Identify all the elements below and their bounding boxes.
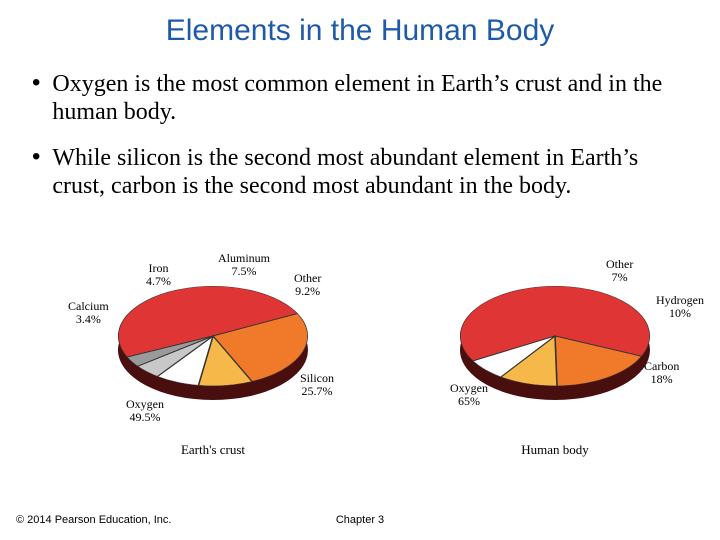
bullet-item: • While silicon is the second most abund… <box>32 144 692 200</box>
pie-top-surface <box>460 286 650 386</box>
bullet-list: • Oxygen is the most common element in E… <box>32 70 692 218</box>
human-body-chart: Other 7% Hydrogen 10% Carbon 18% Oxygen … <box>410 252 710 406</box>
chart-caption: Earth's crust <box>118 442 308 458</box>
label-iron: Iron 4.7% <box>146 262 171 288</box>
chart-caption: Human body <box>460 442 650 458</box>
bullet-marker: • <box>32 70 40 96</box>
bullet-item: • Oxygen is the most common element in E… <box>32 70 692 126</box>
footer-chapter: Chapter 3 <box>0 514 720 526</box>
bullet-text: While silicon is the second most abundan… <box>52 144 692 200</box>
bullet-marker: • <box>32 144 40 170</box>
pie-top-surface <box>118 286 308 386</box>
earth-crust-chart: Calcium 3.4% Iron 4.7% Aluminum 7.5% Oth… <box>68 252 368 406</box>
label-calcium: Calcium 3.4% <box>68 300 109 326</box>
charts-region: Calcium 3.4% Iron 4.7% Aluminum 7.5% Oth… <box>0 252 720 482</box>
label-aluminum: Aluminum 7.5% <box>218 252 270 278</box>
page-title: Elements in the Human Body <box>0 14 720 48</box>
label-other: Other 7% <box>606 258 633 284</box>
pie-earth-crust <box>118 286 308 406</box>
slide: Elements in the Human Body • Oxygen is t… <box>0 0 720 540</box>
label-hydrogen: Hydrogen 10% <box>656 294 704 320</box>
bullet-text: Oxygen is the most common element in Ear… <box>52 70 692 126</box>
pie-human-body <box>460 286 650 406</box>
